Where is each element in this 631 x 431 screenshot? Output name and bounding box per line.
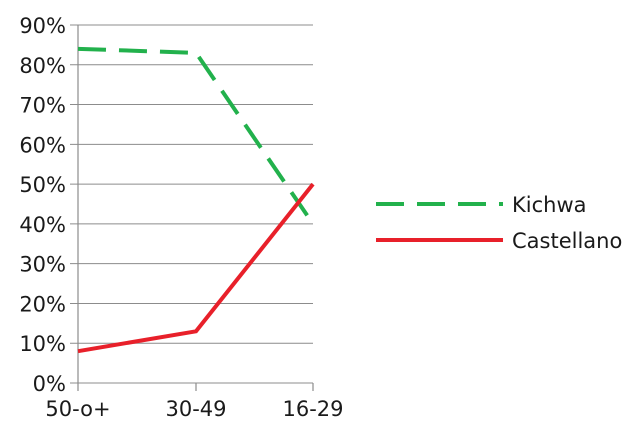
y-tick-label: 40%: [19, 213, 66, 237]
y-tick-label: 30%: [19, 253, 66, 277]
y-tick-label: 10%: [19, 332, 66, 356]
y-tick-labels: 0% 10% 20% 30% 40% 50% 60% 70% 80% 90%: [19, 14, 66, 396]
y-tick-label: 80%: [19, 54, 66, 78]
y-tick-label: 0%: [33, 372, 66, 396]
y-tick-label: 70%: [19, 94, 66, 118]
series-lines: [77, 46, 315, 354]
axes: [77, 25, 314, 391]
x-tick-label: 30-49: [165, 397, 226, 421]
legend-label-castellano: Castellano: [512, 229, 622, 253]
gridlines: [70, 24, 313, 384]
y-tick-label: 50%: [19, 173, 66, 197]
legend-label-kichwa: Kichwa: [512, 193, 587, 217]
x-tick-labels: 50-o+ 30-49 16-29: [45, 397, 343, 421]
x-tick-label: 50-o+: [45, 397, 110, 421]
legend: Kichwa Castellano: [376, 193, 622, 253]
series-line-kichwa: [77, 46, 315, 226]
x-tick-label: 16-29: [282, 397, 343, 421]
series-line-castellano: [77, 182, 315, 354]
y-tick-label: 60%: [19, 133, 66, 157]
y-tick-label: 90%: [19, 14, 66, 38]
y-tick-label: 20%: [19, 292, 66, 316]
